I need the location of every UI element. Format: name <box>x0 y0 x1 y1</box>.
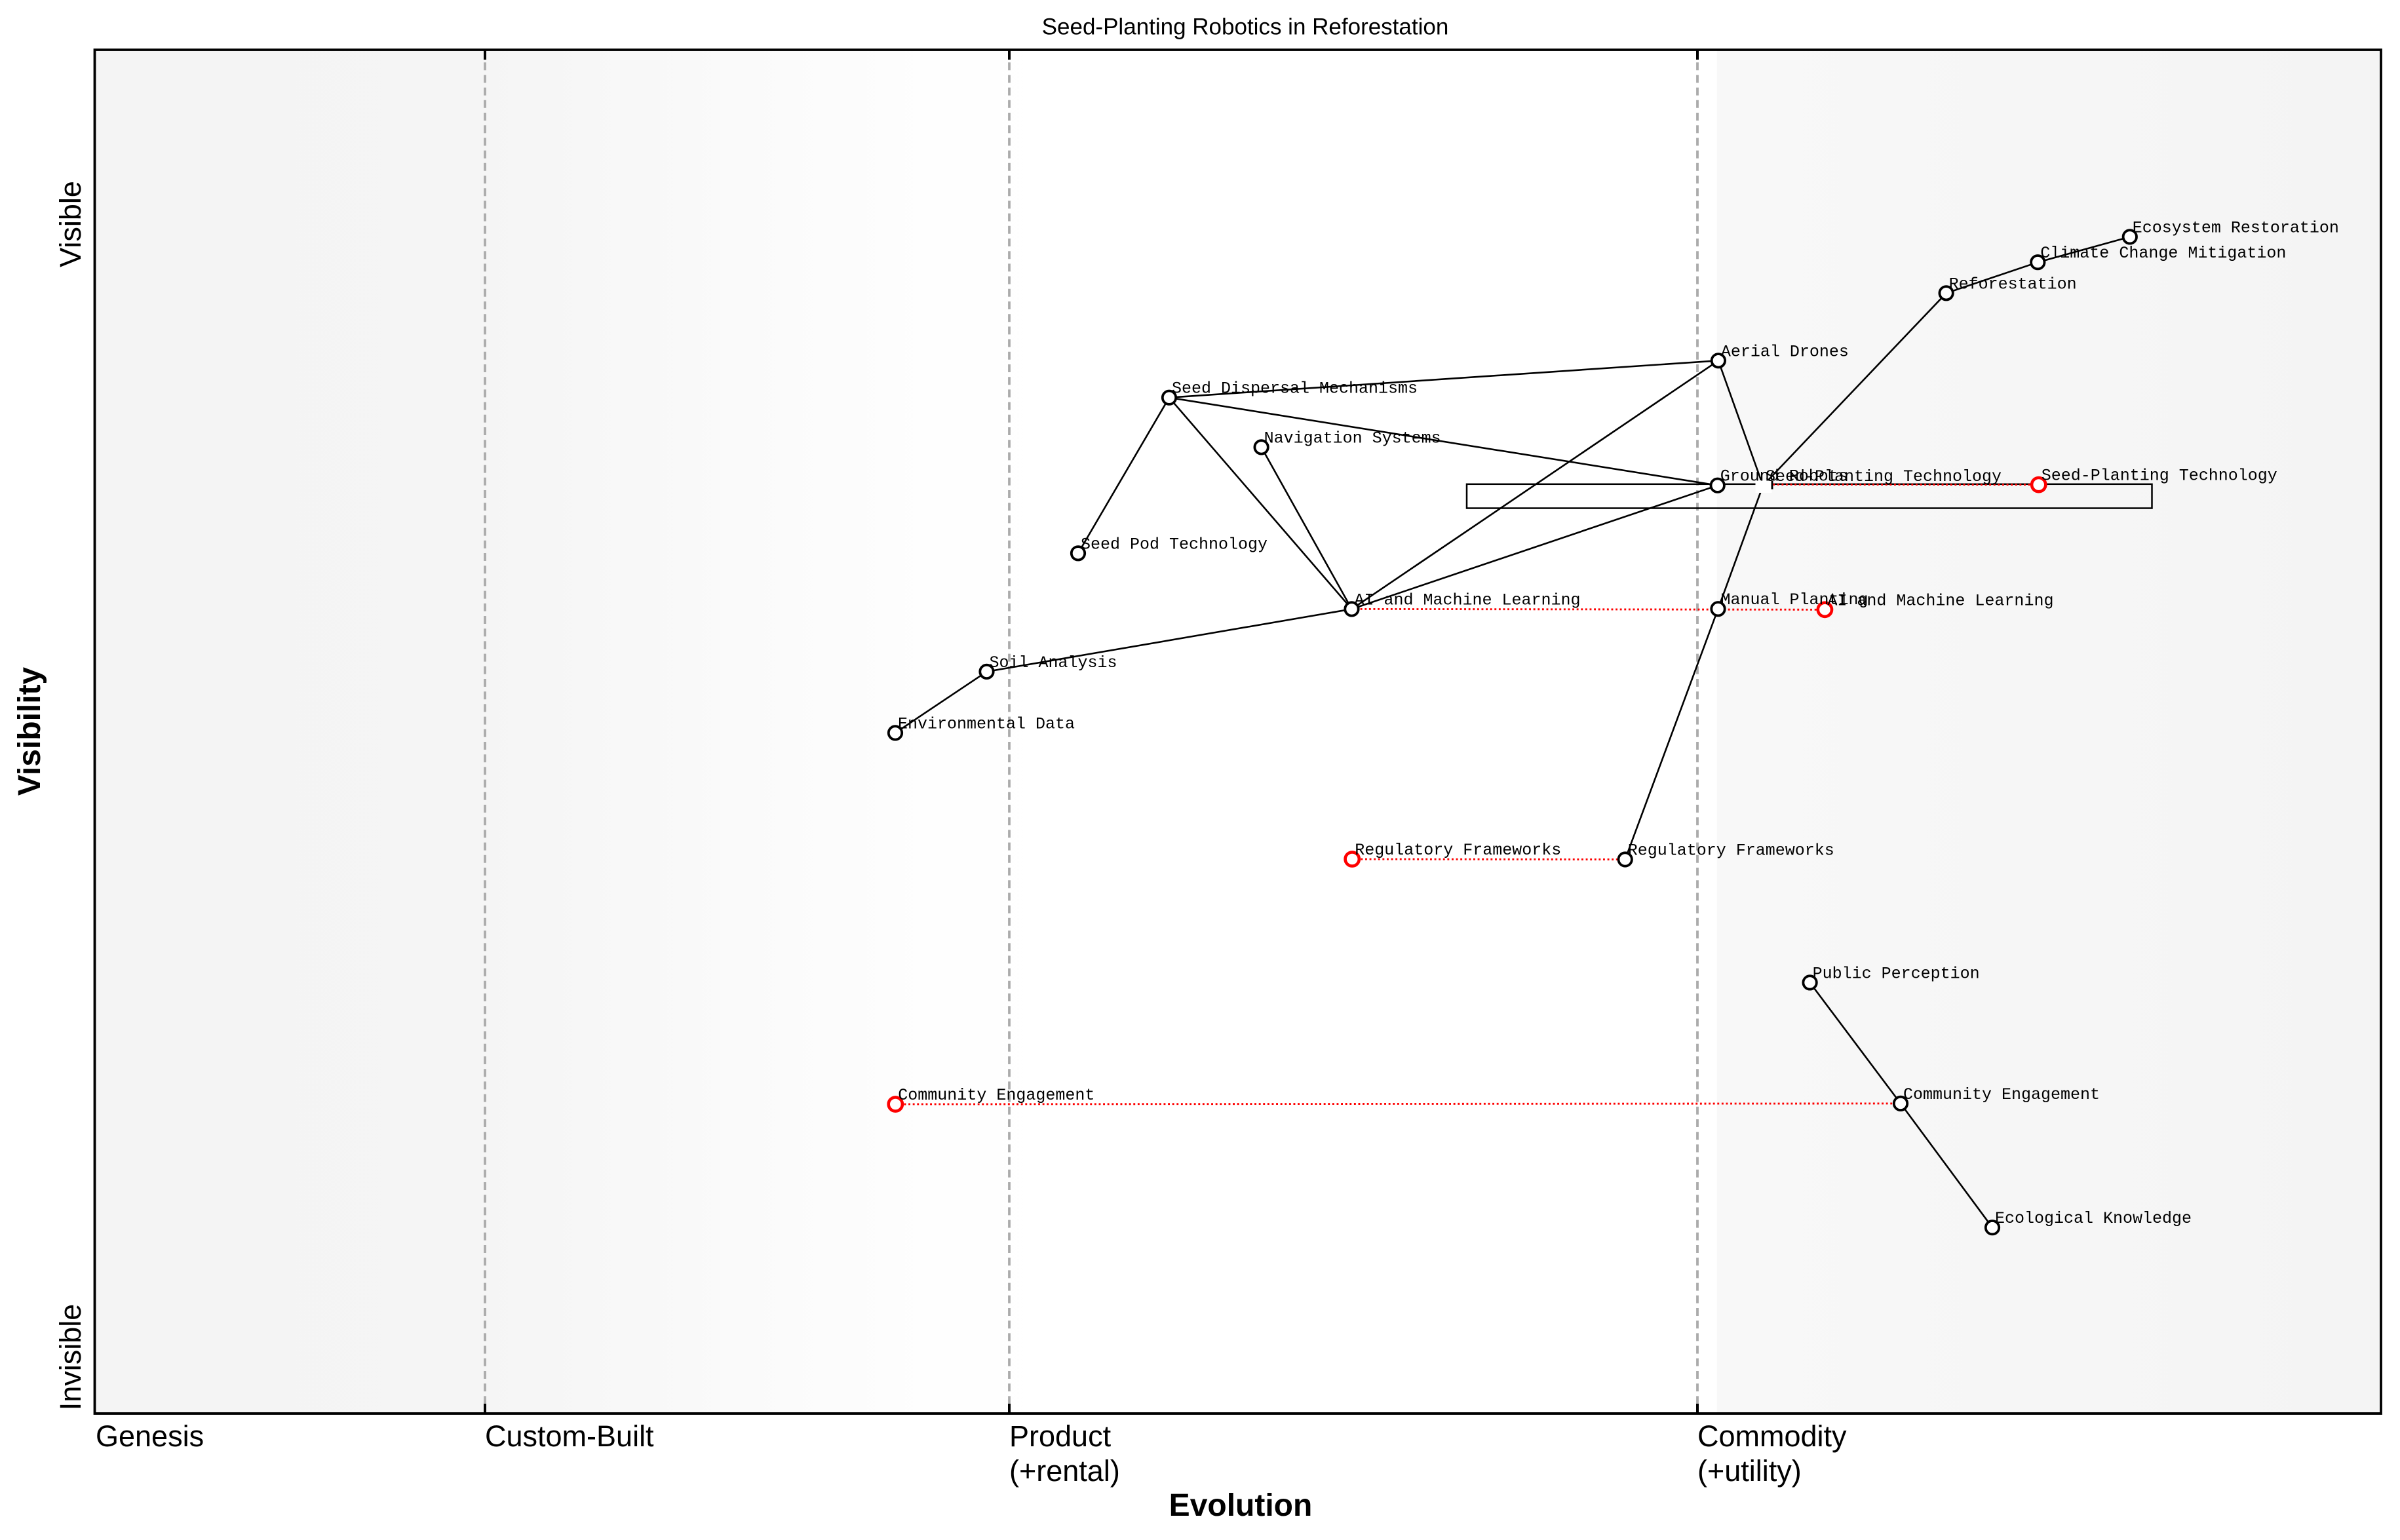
svg-text:Evolution: Evolution <box>1169 1488 1313 1523</box>
svg-text:Public Perception: Public Perception <box>1813 964 1980 983</box>
svg-text:AI and Machine Learning: AI and Machine Learning <box>1355 590 1581 609</box>
svg-text:Community Engagement: Community Engagement <box>898 1086 1094 1105</box>
svg-text:Regulatory Frameworks: Regulatory Frameworks <box>1628 841 1834 860</box>
svg-text:Manual Planting: Manual Planting <box>1721 590 1868 609</box>
svg-text:Climate Change Mitigation: Climate Change Mitigation <box>2040 244 2286 263</box>
svg-text:Soil Analysis: Soil Analysis <box>990 653 1117 672</box>
svg-text:Visible: Visible <box>54 181 87 267</box>
svg-text:Community Engagement: Community Engagement <box>1903 1085 2100 1104</box>
svg-text:Aerial Drones: Aerial Drones <box>1721 342 1849 361</box>
svg-text:Reforestation: Reforestation <box>1949 275 2077 294</box>
svg-text:Seed Dispersal Mechanisms: Seed Dispersal Mechanisms <box>1172 379 1418 398</box>
svg-text:Commodity: Commodity <box>1697 1419 1847 1453</box>
svg-text:Product: Product <box>1009 1419 1112 1453</box>
svg-text:Navigation Systems: Navigation Systems <box>1264 429 1441 448</box>
svg-text:AI and Machine Learning: AI and Machine Learning <box>1827 591 2053 610</box>
svg-text:Ground Robots: Ground Robots <box>1720 467 1848 486</box>
svg-text:Seed-Planting Robotics in Refo: Seed-Planting Robotics in Reforestation <box>1042 14 1449 40</box>
svg-text:Environmental Data: Environmental Data <box>898 714 1075 733</box>
svg-text:Ecosystem Restoration: Ecosystem Restoration <box>2133 218 2339 237</box>
svg-text:Ecological Knowledge: Ecological Knowledge <box>1995 1209 2192 1228</box>
svg-text:Seed-Planting Technology: Seed-Planting Technology <box>2042 467 2277 486</box>
svg-text:Regulatory Frameworks: Regulatory Frameworks <box>1355 841 1561 860</box>
svg-text:Seed Pod Technology: Seed Pod Technology <box>1081 535 1268 554</box>
svg-text:(+rental): (+rental) <box>1009 1454 1120 1488</box>
svg-text:Custom-Built: Custom-Built <box>485 1419 654 1453</box>
svg-text:Visibility: Visibility <box>12 666 47 796</box>
svg-text:Seed-Planting Technology: Seed-Planting Technology <box>1766 467 2002 486</box>
svg-text:Genesis: Genesis <box>96 1419 204 1453</box>
svg-text:Invisible: Invisible <box>54 1304 87 1411</box>
svg-text:(+utility): (+utility) <box>1697 1454 1802 1488</box>
